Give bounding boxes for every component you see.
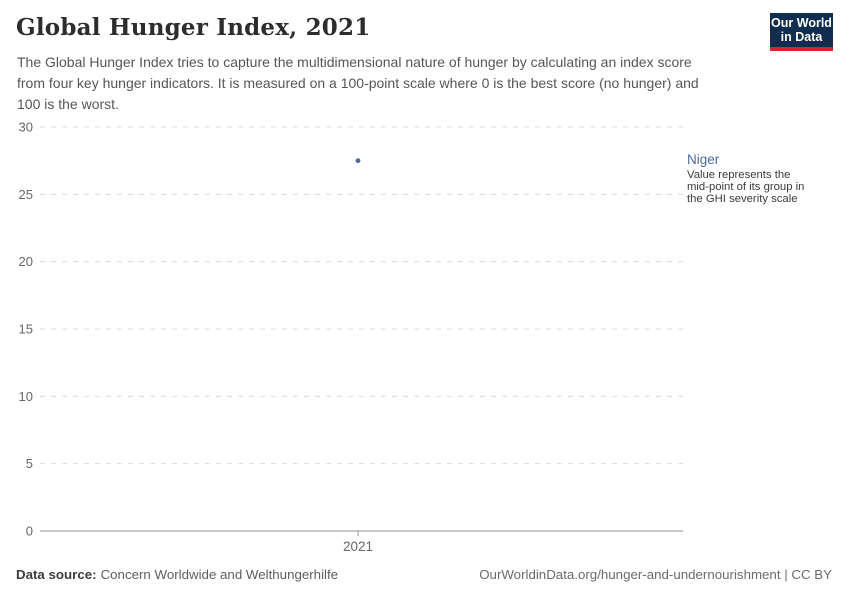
x-axis-tick-label: 2021 [343, 539, 373, 554]
owid-logo-line1: Our World [771, 16, 832, 30]
y-axis-tick-label: 0 [26, 524, 33, 539]
entity-note: Value represents the mid-point of its gr… [687, 169, 805, 205]
owid-credit-link[interactable]: OurWorldinData.org/hunger-and-undernouri… [479, 567, 832, 582]
data-point-niger[interactable] [355, 158, 361, 164]
y-axis-tick-label: 5 [26, 456, 33, 471]
y-axis-tick-label: 20 [19, 254, 33, 269]
data-source-label: Data source: [16, 567, 97, 582]
entity-annotation: Niger Value represents the mid-point of … [687, 152, 837, 205]
chart-subtitle: The Global Hunger Index tries to capture… [17, 54, 699, 112]
entity-label-niger[interactable]: Niger [687, 152, 720, 167]
data-source-value: Concern Worldwide and Welthungerhilfe [100, 567, 339, 582]
y-axis-tick-label: 10 [19, 389, 33, 404]
data-source: Data source: Concern Worldwide and Welthu… [16, 567, 338, 582]
owid-logo-line2: in Data [780, 30, 823, 44]
y-axis-tick-label: 25 [19, 187, 33, 202]
y-axis-tick-label: 15 [19, 322, 33, 337]
chart-footer: Data source: Concern Worldwide and Welthu… [16, 567, 832, 582]
y-axis-tick-label: 30 [19, 120, 33, 135]
owid-logo[interactable]: Our World in Data [770, 13, 833, 51]
page-title: Global Hunger Index, 2021 [16, 14, 371, 41]
chart-plot-area: 0 5 10 15 20 25 30 2021 [19, 120, 683, 554]
